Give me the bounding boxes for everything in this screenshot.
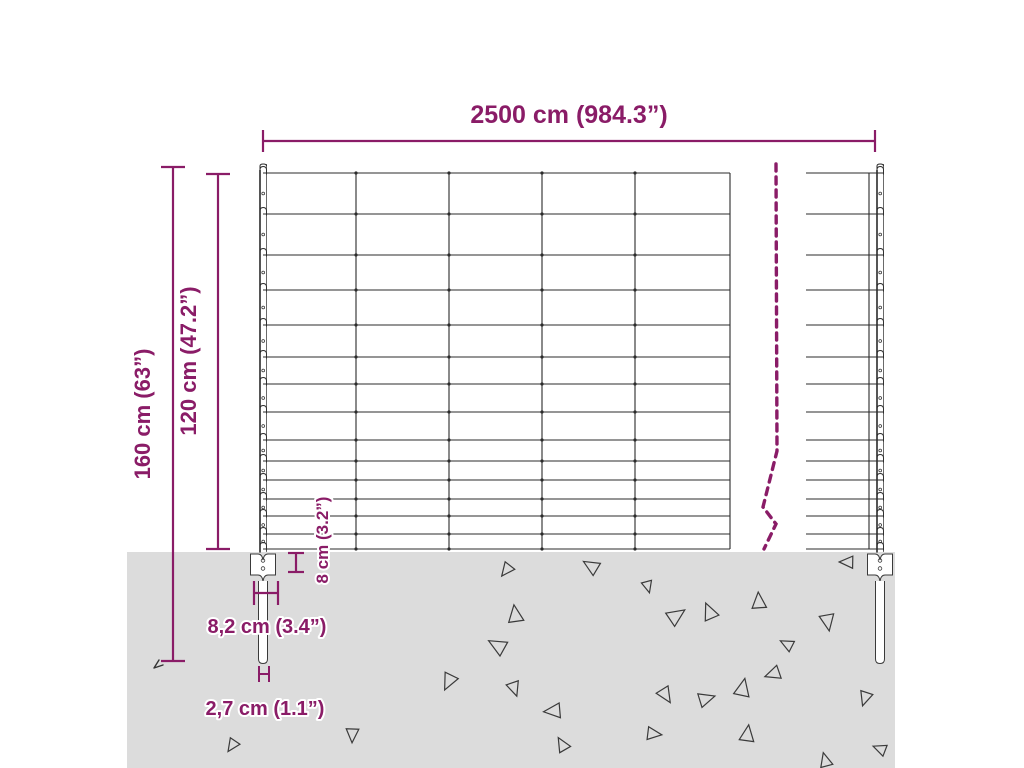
svg-text:8 cm (3.2”): 8 cm (3.2”) xyxy=(313,497,332,584)
svg-text:120 cm (47.2”): 120 cm (47.2”) xyxy=(176,286,201,435)
svg-text:8,2 cm (3.4”): 8,2 cm (3.4”) xyxy=(208,616,327,638)
svg-text:2500 cm (984.3”): 2500 cm (984.3”) xyxy=(470,101,667,129)
svg-text:160 cm (63”): 160 cm (63”) xyxy=(130,349,155,480)
svg-text:2,7 cm (1.1”): 2,7 cm (1.1”) xyxy=(206,698,325,720)
